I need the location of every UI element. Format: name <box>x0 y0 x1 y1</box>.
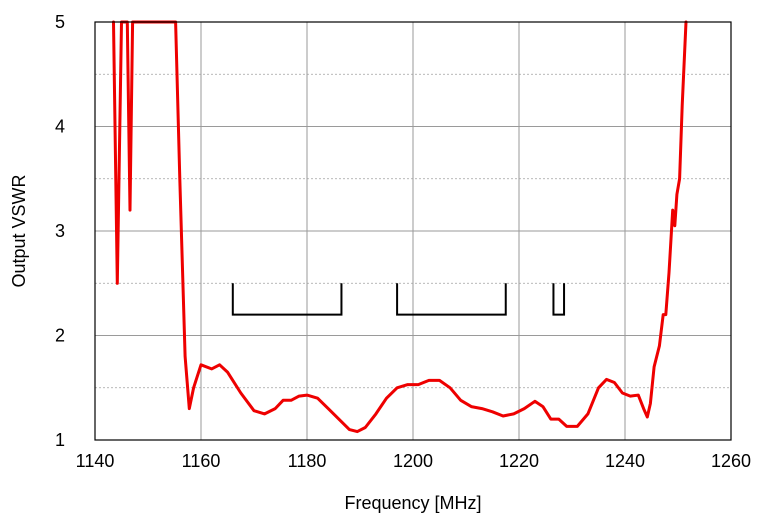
band-bracket <box>396 283 507 316</box>
y-tick-labels: 1 2 3 4 5 <box>55 12 65 450</box>
x-tick-label: 1260 <box>711 451 751 471</box>
y-axis-label: Output VSWR <box>9 174 29 287</box>
x-tick-label: 1220 <box>499 451 539 471</box>
x-tick-labels: 1140 1160 1180 1200 1220 1240 1260 <box>76 451 751 471</box>
plot-frame <box>94 21 732 441</box>
y-tick-label: 2 <box>55 326 65 346</box>
y-tick-label: 4 <box>55 117 65 137</box>
y-tick-label: 5 <box>55 12 65 32</box>
vswr-series-line <box>112 20 688 434</box>
band-bracket <box>552 283 566 316</box>
x-axis-label: Frequency [MHz] <box>344 493 481 513</box>
x-tick-label: 1200 <box>393 451 433 471</box>
x-tick-label: 1160 <box>182 451 221 471</box>
band-bracket <box>231 283 343 316</box>
y-tick-label: 1 <box>55 430 65 450</box>
major-grid <box>94 21 732 441</box>
band-brackets <box>231 283 566 316</box>
x-tick-label: 1140 <box>76 451 115 471</box>
x-tick-label: 1180 <box>288 451 327 471</box>
y-tick-label: 3 <box>55 221 65 241</box>
series-group <box>112 20 688 434</box>
x-tick-label: 1240 <box>605 451 645 471</box>
